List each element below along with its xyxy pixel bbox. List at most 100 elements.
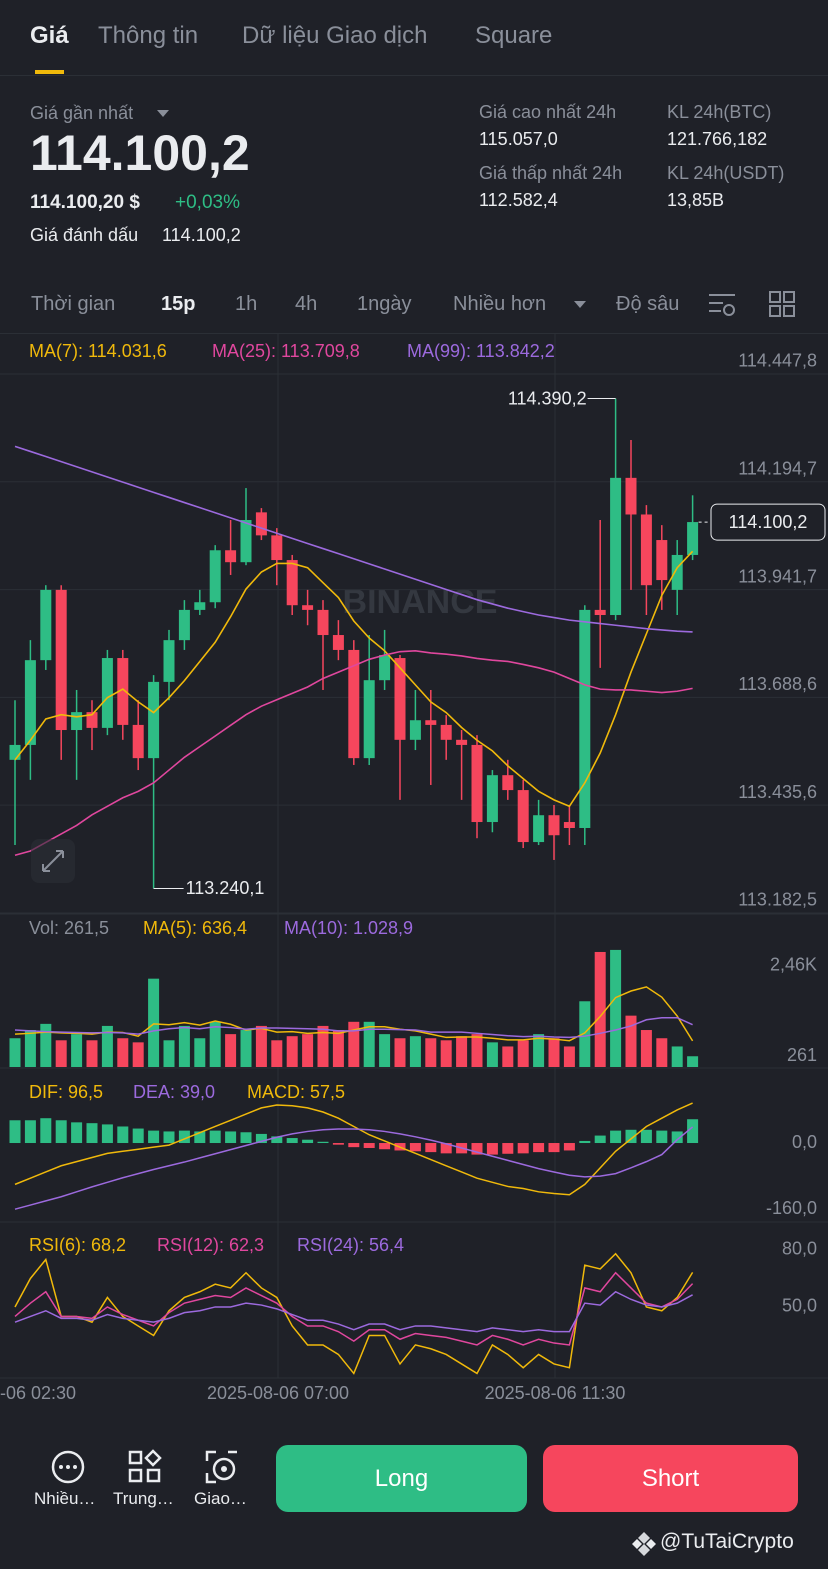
candle-body [348, 649, 360, 759]
macd-bar [656, 1130, 668, 1144]
ma-line [14, 550, 694, 808]
divider [0, 333, 828, 334]
macd-bar [317, 1141, 329, 1144]
macd-bar [271, 1136, 283, 1144]
nav-label[interactable]: Trung… [113, 1489, 174, 1508]
dropdown-icon [574, 301, 586, 308]
macd-bar [348, 1143, 360, 1148]
volume-bar [610, 949, 622, 1067]
trade-icon[interactable] [204, 1449, 240, 1485]
volume-bar [394, 1038, 406, 1067]
interval[interactable]: Độ sâu [616, 293, 680, 315]
candle-body [178, 609, 190, 641]
legend-entry: MA(10): 1.028,9 [284, 918, 413, 938]
volume-bar [101, 1025, 113, 1067]
macd-bar [640, 1129, 652, 1144]
candle-body [24, 660, 36, 745]
volume-bar [640, 1030, 652, 1067]
more-icon[interactable] [50, 1449, 86, 1485]
y-tick-label: 50,0 [782, 1296, 817, 1316]
candle-body [640, 514, 652, 586]
stat-label: Giá cao nhất 24h [479, 102, 617, 122]
candle-body [363, 680, 375, 759]
interval[interactable]: 1h [235, 293, 258, 315]
stat-label: KL 24h(BTC) [667, 102, 772, 122]
grid-icon[interactable] [127, 1449, 163, 1485]
macd-bar [594, 1135, 606, 1144]
volume-bar [71, 1034, 83, 1067]
candle-body [486, 775, 498, 823]
macd-bar [132, 1128, 144, 1144]
rsi-line [14, 1271, 694, 1346]
macd-bar [363, 1143, 375, 1148]
tab[interactable]: Dữ liệu Giao dịch [242, 22, 428, 49]
candle-body [563, 822, 575, 828]
candle-body [671, 554, 683, 590]
expand-icon[interactable] [30, 838, 76, 884]
mark-price-label: Giá đánh dấu [30, 225, 139, 245]
candle-body [148, 681, 160, 759]
macd-bar [471, 1143, 483, 1155]
candle-body [194, 602, 206, 610]
macd-bar [409, 1143, 421, 1152]
macd-bar [332, 1143, 344, 1145]
tab[interactable]: Giá [30, 22, 69, 49]
layout-icon[interactable] [768, 290, 796, 318]
interval[interactable]: 1ngày [357, 293, 412, 315]
candle-body [687, 522, 699, 555]
candle-body [55, 589, 67, 731]
volume-bar [178, 1025, 190, 1067]
volume-ma-line [14, 1016, 693, 1039]
macd-bar [563, 1143, 575, 1151]
macd-bar [610, 1130, 622, 1144]
interval[interactable]: 4h [295, 293, 318, 315]
mark-price: 114.100,2 [162, 225, 241, 245]
nav-label[interactable]: Giao… [194, 1489, 247, 1508]
volume-bar [9, 1038, 21, 1067]
rsi-line [14, 1252, 694, 1375]
macd-bar [163, 1131, 175, 1144]
tab[interactable]: Square [475, 22, 553, 49]
price-change: +0,03% [175, 192, 240, 213]
legend-entry: MACD: 57,5 [247, 1082, 345, 1102]
candle-body [440, 724, 452, 740]
short-button[interactable]: Short [543, 1445, 798, 1512]
nav-label[interactable]: Nhiều… [34, 1489, 96, 1508]
macd-bar [9, 1120, 21, 1144]
divider [0, 75, 828, 76]
volume-bar [425, 1038, 437, 1067]
legend-entry: MA(7): 114.031,6 [29, 341, 167, 361]
volume-bar [440, 1040, 452, 1067]
candle-body [132, 724, 144, 759]
volume-bar [225, 1034, 237, 1067]
interval[interactable]: Thời gian [31, 293, 116, 315]
legend-entry: MA(25): 113.709,8 [212, 341, 360, 361]
low-label: 113.240,1 [186, 878, 265, 898]
volume-bar [240, 1030, 252, 1067]
volume-bar [132, 1042, 144, 1067]
stat-label: KL 24h(USDT) [667, 163, 785, 183]
candle-body [579, 609, 591, 828]
volume-bar [363, 1021, 375, 1067]
candle-body [86, 712, 98, 728]
settings-icon[interactable] [707, 290, 739, 320]
price-label[interactable]: Giá gần nhất [30, 103, 134, 123]
interval[interactable]: Nhiều hơn [453, 293, 547, 315]
interval[interactable]: 15p [161, 293, 196, 315]
candle-body [471, 744, 483, 823]
candle-body [625, 477, 637, 515]
tab-indicator [35, 70, 64, 74]
volume-bar [302, 1034, 314, 1067]
legend-entry: MA(5): 636,4 [143, 918, 247, 938]
macd-bar [533, 1143, 545, 1153]
volume-bar [163, 1040, 175, 1067]
volume-bar [517, 1040, 529, 1067]
tab[interactable]: Thông tin [98, 22, 199, 49]
candle-body [425, 720, 437, 725]
macd-bar [148, 1130, 160, 1144]
macd-bar [55, 1120, 67, 1144]
x-tick-label: 2025-08-06 07:00 [207, 1383, 349, 1403]
volume-bar [471, 1034, 483, 1067]
long-button[interactable]: Long [276, 1445, 527, 1512]
